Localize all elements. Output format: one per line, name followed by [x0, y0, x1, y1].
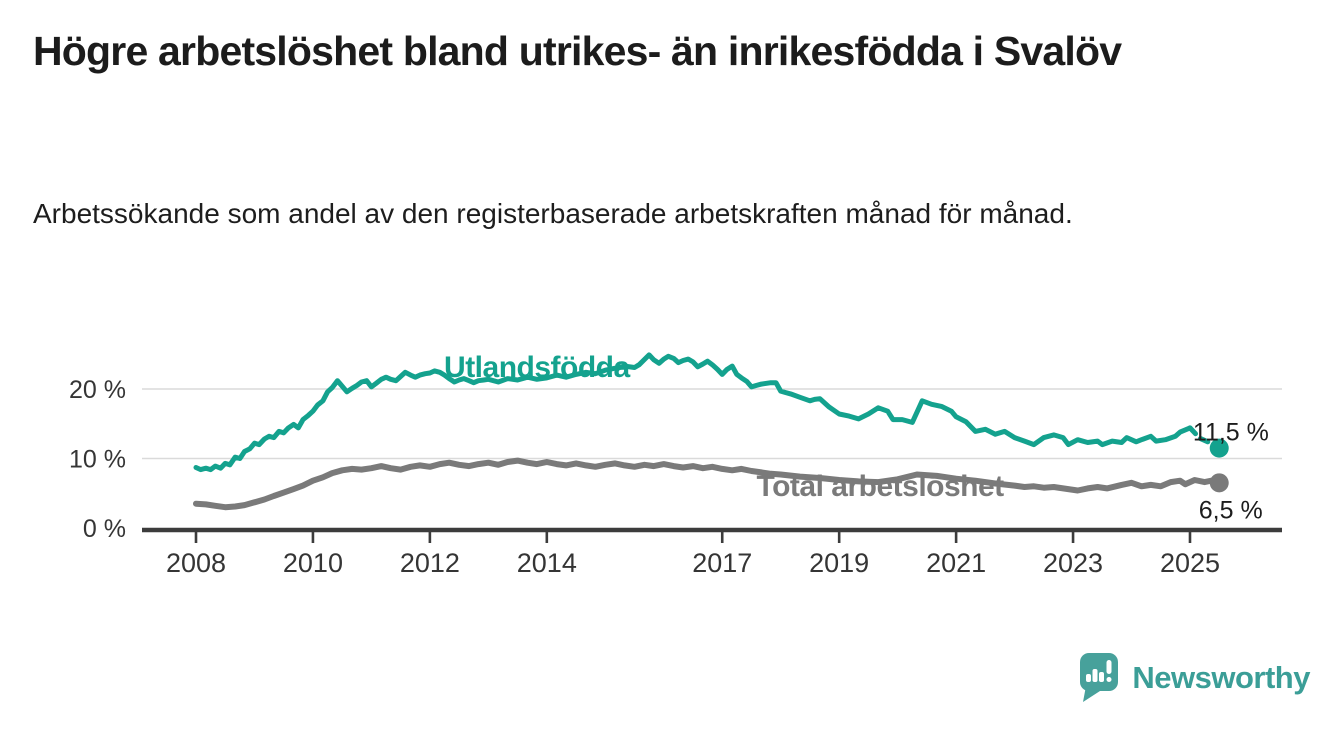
x-axis-tick-label: 2019: [809, 548, 869, 578]
y-axis-tick-label: 10 %: [69, 446, 126, 474]
x-axis-tick-label: 2025: [1160, 548, 1220, 578]
x-axis-tick-label: 2010: [283, 548, 343, 578]
x-axis-tick-label: 2021: [926, 548, 986, 578]
newsworthy-logo-icon: [1080, 653, 1119, 702]
series-end-value-label-0: 11,5 %: [1193, 418, 1269, 446]
y-axis-tick-label: 0 %: [83, 515, 126, 543]
series-end-dot-1: [1209, 473, 1229, 493]
chart-title: Högre arbetslöshet bland utrikes- än inr…: [33, 28, 1122, 74]
newsworthy-logo[interactable]: Newsworthy: [1079, 652, 1310, 704]
series-end-dot-0: [1209, 438, 1229, 458]
series-line-1: [193, 457, 1223, 511]
newsworthy-logo-text: Newsworthy: [1132, 660, 1310, 695]
x-axis-tick-label: 2014: [517, 548, 577, 578]
series-label-1: Total arbetslöshet: [757, 470, 1005, 503]
x-axis-tick-label: 2023: [1043, 548, 1103, 578]
x-axis-tick-label: 2012: [400, 548, 460, 578]
chart-area: 0 % 10 % 20 % 2008 2010 2012 2014 2017 2019 2021 2…: [0, 330, 1340, 600]
x-axis-tick-label: 2017: [692, 548, 752, 578]
y-axis-tick-label: 20 %: [69, 376, 126, 404]
chart-subtitle: Arbetssökande som andel av den registerb…: [33, 198, 1073, 229]
x-axis-tick-label: 2008: [166, 548, 226, 578]
series-line-0: [193, 352, 1193, 473]
series-end-value-label-1: 6,5 %: [1199, 496, 1263, 524]
unemployment-line-chart: 0 % 10 % 20 % 2008 2010 2012 2014 2017 2019 2021 2…: [69, 351, 1282, 578]
series-label-0: Utlandsfödda: [444, 351, 630, 384]
